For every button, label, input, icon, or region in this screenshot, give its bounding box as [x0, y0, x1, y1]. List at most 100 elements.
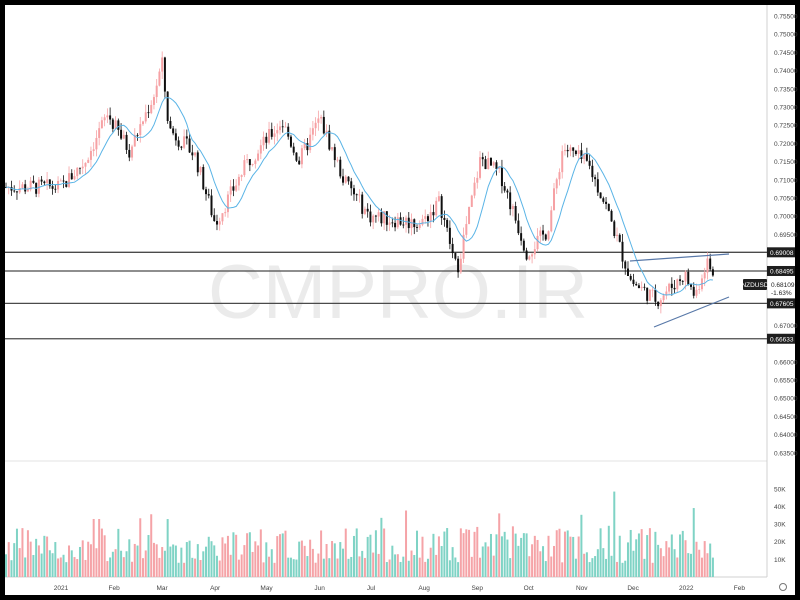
- volume-bar: [421, 536, 424, 577]
- price-level-tag-label: 0.69008: [770, 250, 794, 257]
- volume-bar: [268, 556, 271, 577]
- candle-body: [259, 145, 262, 154]
- candle-body: [320, 116, 323, 119]
- candle-body: [580, 150, 583, 159]
- volume-axis: 50K 40K 30K 20K 10K: [774, 486, 786, 564]
- candle-body: [111, 119, 114, 129]
- volume-bar: [440, 546, 443, 577]
- price-tick-label: 0.69500: [774, 232, 798, 239]
- time-tick-label: Apr: [210, 585, 221, 592]
- candle-body: [511, 206, 514, 210]
- candle-body: [117, 120, 120, 130]
- volume-bar: [572, 536, 575, 577]
- candle-body: [361, 194, 364, 214]
- candle-body: [690, 284, 692, 287]
- volume-bar: [372, 552, 375, 577]
- price-tick-label: 0.74000: [774, 68, 798, 75]
- volume-bar: [270, 549, 273, 577]
- candle-body: [396, 217, 399, 228]
- candle-body: [76, 167, 79, 177]
- volume-bar: [703, 541, 706, 577]
- volume-bar: [289, 557, 292, 577]
- volume-bar: [89, 544, 92, 577]
- candle-body: [616, 234, 619, 236]
- volume-bar: [314, 562, 317, 577]
- volume-bar: [65, 562, 68, 577]
- candle-body: [369, 211, 372, 223]
- candle-body: [292, 146, 295, 153]
- price-tick-label: 0.72000: [774, 141, 798, 148]
- candle-body: [681, 280, 684, 282]
- volume-bar: [152, 542, 155, 577]
- candle-body: [500, 166, 503, 187]
- candle-body: [287, 126, 290, 137]
- candle-body: [251, 163, 254, 166]
- volume-bar: [259, 529, 262, 577]
- volume-bar: [32, 554, 35, 577]
- candle-body: [676, 279, 679, 290]
- candle-body: [385, 211, 388, 225]
- candle-body: [325, 130, 328, 134]
- candle-body: [188, 138, 191, 153]
- volume-bar: [328, 558, 331, 577]
- settings-icon[interactable]: [779, 583, 787, 591]
- candle-body: [572, 147, 575, 151]
- volume-bar: [506, 539, 509, 577]
- volume-bar: [429, 547, 432, 577]
- price-tick-label: 0.71500: [774, 159, 798, 166]
- time-tick-label: Mar: [156, 585, 168, 592]
- price-tick-label: 0.65000: [774, 396, 798, 403]
- volume-bar: [514, 533, 517, 577]
- candle-body: [177, 140, 180, 147]
- candle-body: [525, 250, 528, 260]
- volume-bar: [131, 561, 134, 577]
- volume-bar: [555, 530, 558, 577]
- candle-body: [254, 160, 257, 164]
- candle-body: [59, 180, 62, 182]
- candle-body: [191, 152, 194, 156]
- candle-body: [62, 180, 65, 182]
- candle-body: [399, 217, 402, 225]
- candle-body: [553, 188, 555, 211]
- volume-bar: [355, 528, 358, 577]
- volume-bar: [243, 545, 246, 577]
- volume-bar: [109, 557, 112, 577]
- symbol-tag-bg: [743, 279, 767, 290]
- volume-bar: [265, 542, 268, 577]
- candle-body: [328, 130, 331, 150]
- volume-bar: [681, 530, 684, 577]
- candle-body: [169, 120, 172, 129]
- time-tick-label: Dec: [627, 585, 639, 592]
- candle-body: [446, 219, 449, 228]
- price-tick-label: 0.70000: [774, 214, 798, 221]
- volume-bar: [643, 558, 646, 577]
- price-level-tag-label: 0.67605: [770, 301, 794, 308]
- volume-bar: [13, 543, 16, 577]
- candle-body: [26, 189, 29, 192]
- volume-bar: [248, 532, 251, 577]
- candle-body: [158, 71, 161, 86]
- candle-body: [706, 258, 709, 273]
- volume-bar: [100, 528, 103, 577]
- volume-bar: [484, 542, 487, 577]
- candle-body: [57, 180, 60, 190]
- volume-bar: [15, 528, 18, 577]
- candle-body: [303, 143, 306, 149]
- candle-body: [613, 221, 616, 236]
- volume-bar: [410, 550, 413, 577]
- price-level-tag-bg: [767, 333, 795, 344]
- candle-body: [106, 115, 109, 118]
- candle-body: [632, 279, 635, 285]
- price-tick-label: 0.64500: [774, 414, 798, 421]
- candle-body: [248, 159, 251, 166]
- volume-bar: [517, 545, 520, 577]
- candle-body: [114, 120, 117, 129]
- volume-bar: [352, 535, 355, 577]
- volume-bar: [473, 531, 476, 577]
- volume-bar: [180, 547, 183, 577]
- candle-body: [626, 268, 629, 276]
- volume-bar: [684, 540, 687, 577]
- volume-bar: [640, 529, 643, 577]
- volume-bar: [544, 561, 547, 577]
